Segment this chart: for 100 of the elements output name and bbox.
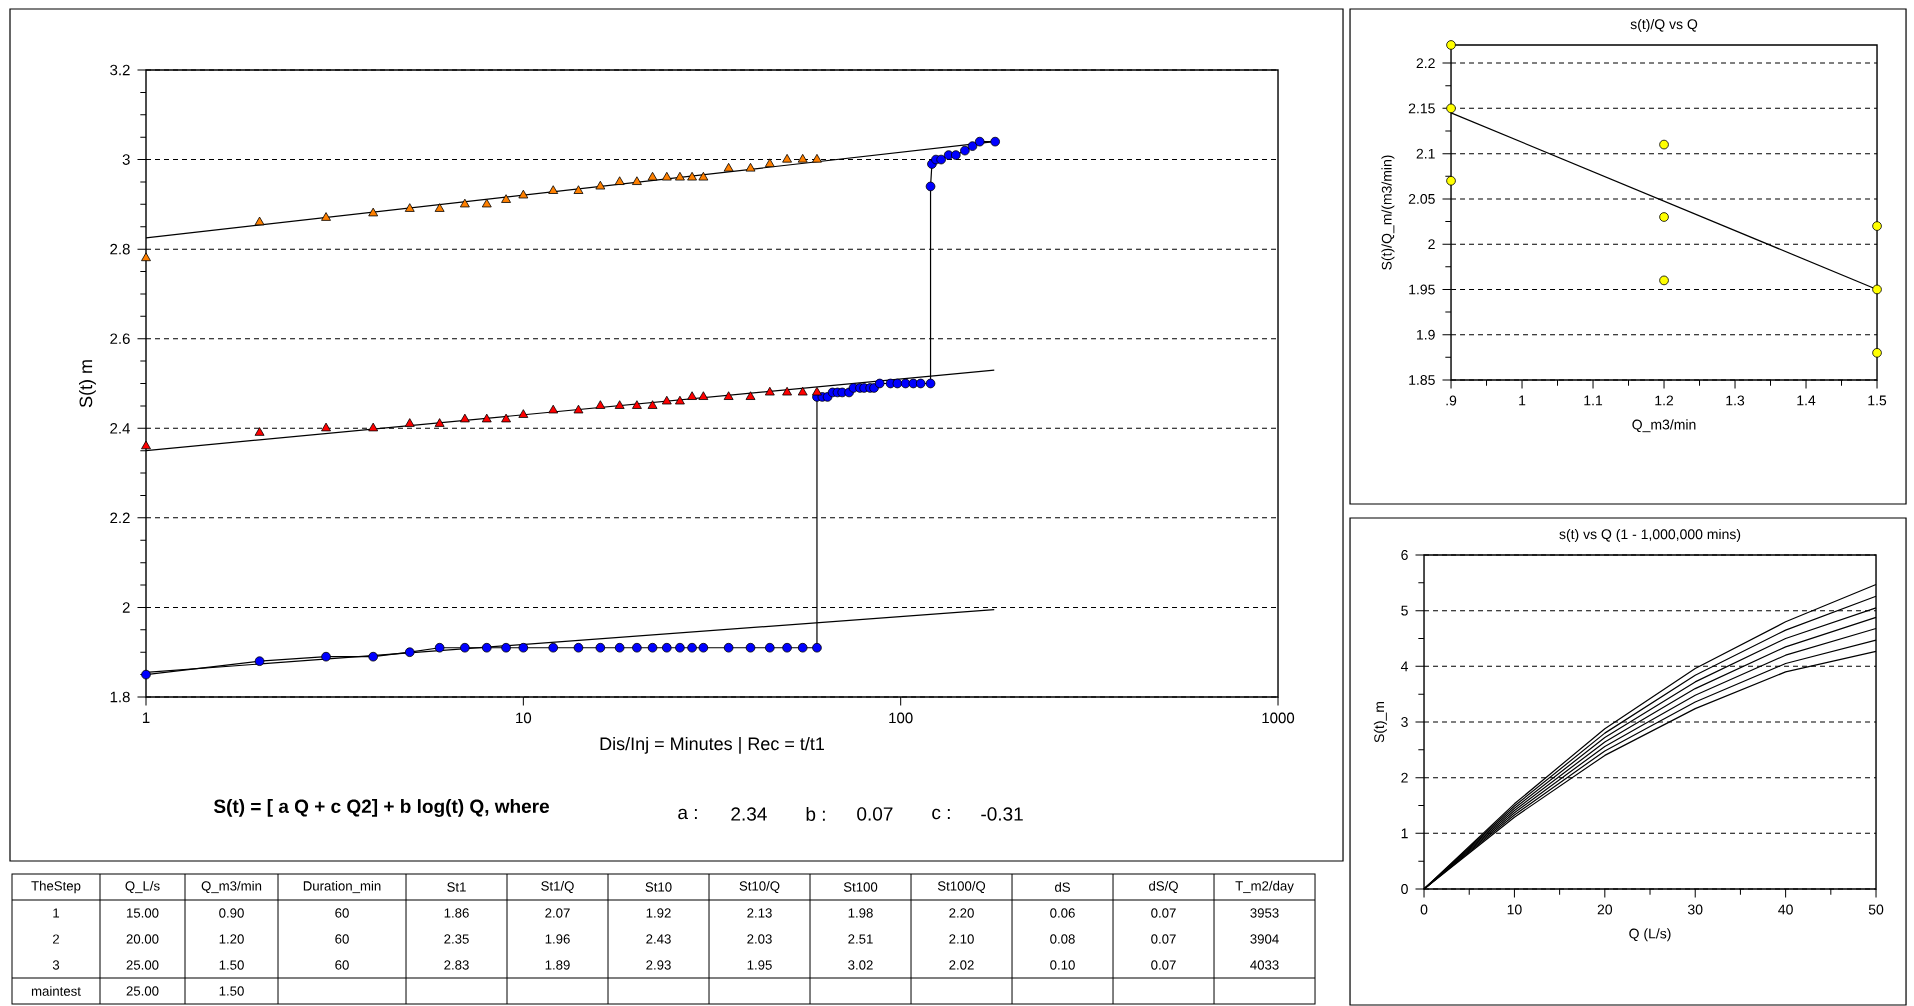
text: 0.90 — [219, 908, 244, 918]
x-tick-label: 1.3 — [1726, 395, 1745, 406]
text: 2.10 — [949, 934, 974, 944]
text: 2.93 — [646, 960, 671, 970]
y-tick-label: 3.2 — [110, 64, 130, 76]
y-axis-title: S(t) m — [79, 360, 96, 408]
text: 0.07 — [1151, 908, 1176, 918]
text: 0.06 — [1050, 908, 1075, 918]
text: c : — [932, 808, 950, 820]
text: 20.00 — [126, 934, 159, 944]
x-tick-label: 30 — [1687, 904, 1703, 915]
category-label: Q_L/s — [125, 880, 160, 894]
x-tick-label: 1.2 — [1655, 395, 1674, 406]
y-tick-label: 2 — [122, 602, 130, 613]
y-tick-label: 2.15 — [1408, 103, 1435, 114]
y-tick-label: 1.8 — [110, 691, 130, 703]
text: 2.43 — [646, 934, 671, 944]
text: 2.03 — [747, 934, 772, 944]
text: 4033 — [1250, 960, 1279, 970]
y-tick-label: 2 — [1401, 772, 1408, 783]
y-tick-label: 3 — [1401, 717, 1408, 727]
x-tick-label: 40 — [1778, 904, 1793, 915]
x-tick-label: 50 — [1868, 904, 1884, 915]
text: 1.20 — [219, 934, 244, 944]
text: 2.13 — [747, 908, 772, 918]
y-tick-label: 2.6 — [110, 333, 130, 345]
y-tick-label: 2 — [1428, 239, 1435, 250]
text: 0.10 — [1050, 960, 1075, 970]
y-tick-label: 3 — [122, 154, 130, 165]
y-tick-label: 1.85 — [1409, 375, 1435, 385]
text: 1.50 — [219, 986, 244, 996]
y-tick-label: 5 — [1401, 605, 1408, 616]
text: 60 — [335, 960, 349, 970]
x-tick-label: 1.1 — [1584, 395, 1603, 406]
text: 1.86 — [444, 908, 469, 918]
text: -0.31 — [981, 807, 1023, 821]
y-axis-title: S(t)/Q_m/(m3/min) — [1381, 155, 1395, 270]
text: 3953 — [1250, 908, 1279, 918]
y-tick-label: 1.95 — [1409, 284, 1435, 295]
category-label: dS/Q — [1149, 880, 1178, 894]
category-label: dS — [1055, 882, 1070, 892]
text: S(t) = [ a Q + c Q2] + b log(t) Q, where — [213, 799, 549, 817]
text: 1.98 — [848, 908, 873, 918]
text: 1.96 — [545, 934, 570, 944]
text: 2.07 — [545, 908, 570, 918]
text: 1.89 — [545, 960, 570, 970]
category-label: St10 — [645, 882, 672, 892]
x-tick-label: 1000 — [1262, 712, 1295, 724]
text: 60 — [335, 908, 349, 918]
x-tick-label: 1.4 — [1797, 395, 1816, 406]
text: 0.07 — [1151, 934, 1176, 944]
text: maintest — [31, 986, 81, 996]
text: 2.02 — [949, 960, 974, 970]
text: 1.92 — [646, 908, 671, 918]
y-axis-title: S(t)_m — [1373, 701, 1387, 743]
x-axis-title: Q (L/s) — [1629, 928, 1671, 942]
text: a : — [678, 808, 697, 820]
category-label: T_m2/day — [1235, 880, 1294, 894]
y-tick-label: 2.4 — [110, 423, 130, 434]
y-tick-label: 1.9 — [1417, 329, 1435, 340]
text: 1.95 — [747, 960, 772, 970]
x-tick-label: .9 — [1446, 395, 1457, 406]
text: 0.08 — [1050, 934, 1075, 944]
chart-title: s(t)/Q vs Q — [1630, 18, 1698, 32]
y-tick-label: 2.2 — [110, 512, 130, 524]
y-tick-label: 0 — [1401, 884, 1408, 894]
x-tick-label: 1.5 — [1868, 395, 1887, 406]
y-tick-label: 2.8 — [110, 243, 130, 255]
category-label: Duration_min — [303, 880, 381, 894]
x-tick-label: 10 — [516, 712, 532, 724]
text: 3904 — [1250, 934, 1279, 944]
text: 15.00 — [126, 908, 159, 918]
x-tick-label: 10 — [1507, 904, 1522, 915]
text: b : — [806, 807, 825, 821]
x-tick-label: 1 — [142, 712, 150, 723]
category-label: St10/Q — [739, 880, 780, 894]
category-label: St1/Q — [541, 880, 574, 894]
text: 0.07 — [1151, 960, 1176, 970]
text: 2.83 — [444, 960, 469, 970]
category-label: Q_m3/min — [201, 880, 262, 894]
text: 25.00 — [126, 960, 159, 970]
text: 0.07 — [857, 807, 893, 821]
text: 2.20 — [949, 908, 974, 918]
y-tick-label: 2.1 — [1416, 148, 1435, 159]
text: 3.02 — [848, 960, 873, 970]
text: 2.51 — [848, 934, 873, 944]
category-label: St100 — [843, 882, 878, 892]
y-tick-label: 2.2 — [1416, 58, 1435, 68]
chart-title: s(t) vs Q (1 - 1,000,000 mins) — [1559, 528, 1741, 542]
y-tick-label: 4 — [1400, 661, 1409, 672]
text: 60 — [335, 934, 349, 944]
x-axis-title: Q_m3/min — [1632, 419, 1696, 433]
category-label: St1 — [447, 882, 466, 892]
category-label: TheStep — [31, 880, 81, 894]
text: 25.00 — [126, 986, 159, 996]
y-tick-label: 2.05 — [1408, 193, 1435, 204]
x-tick-label: 1 — [1519, 395, 1526, 406]
x-tick-label: 100 — [889, 712, 913, 724]
x-axis-title: Dis/Inj = Minutes | Rec = t/t1 — [600, 736, 824, 754]
x-tick-label: 20 — [1597, 904, 1613, 915]
